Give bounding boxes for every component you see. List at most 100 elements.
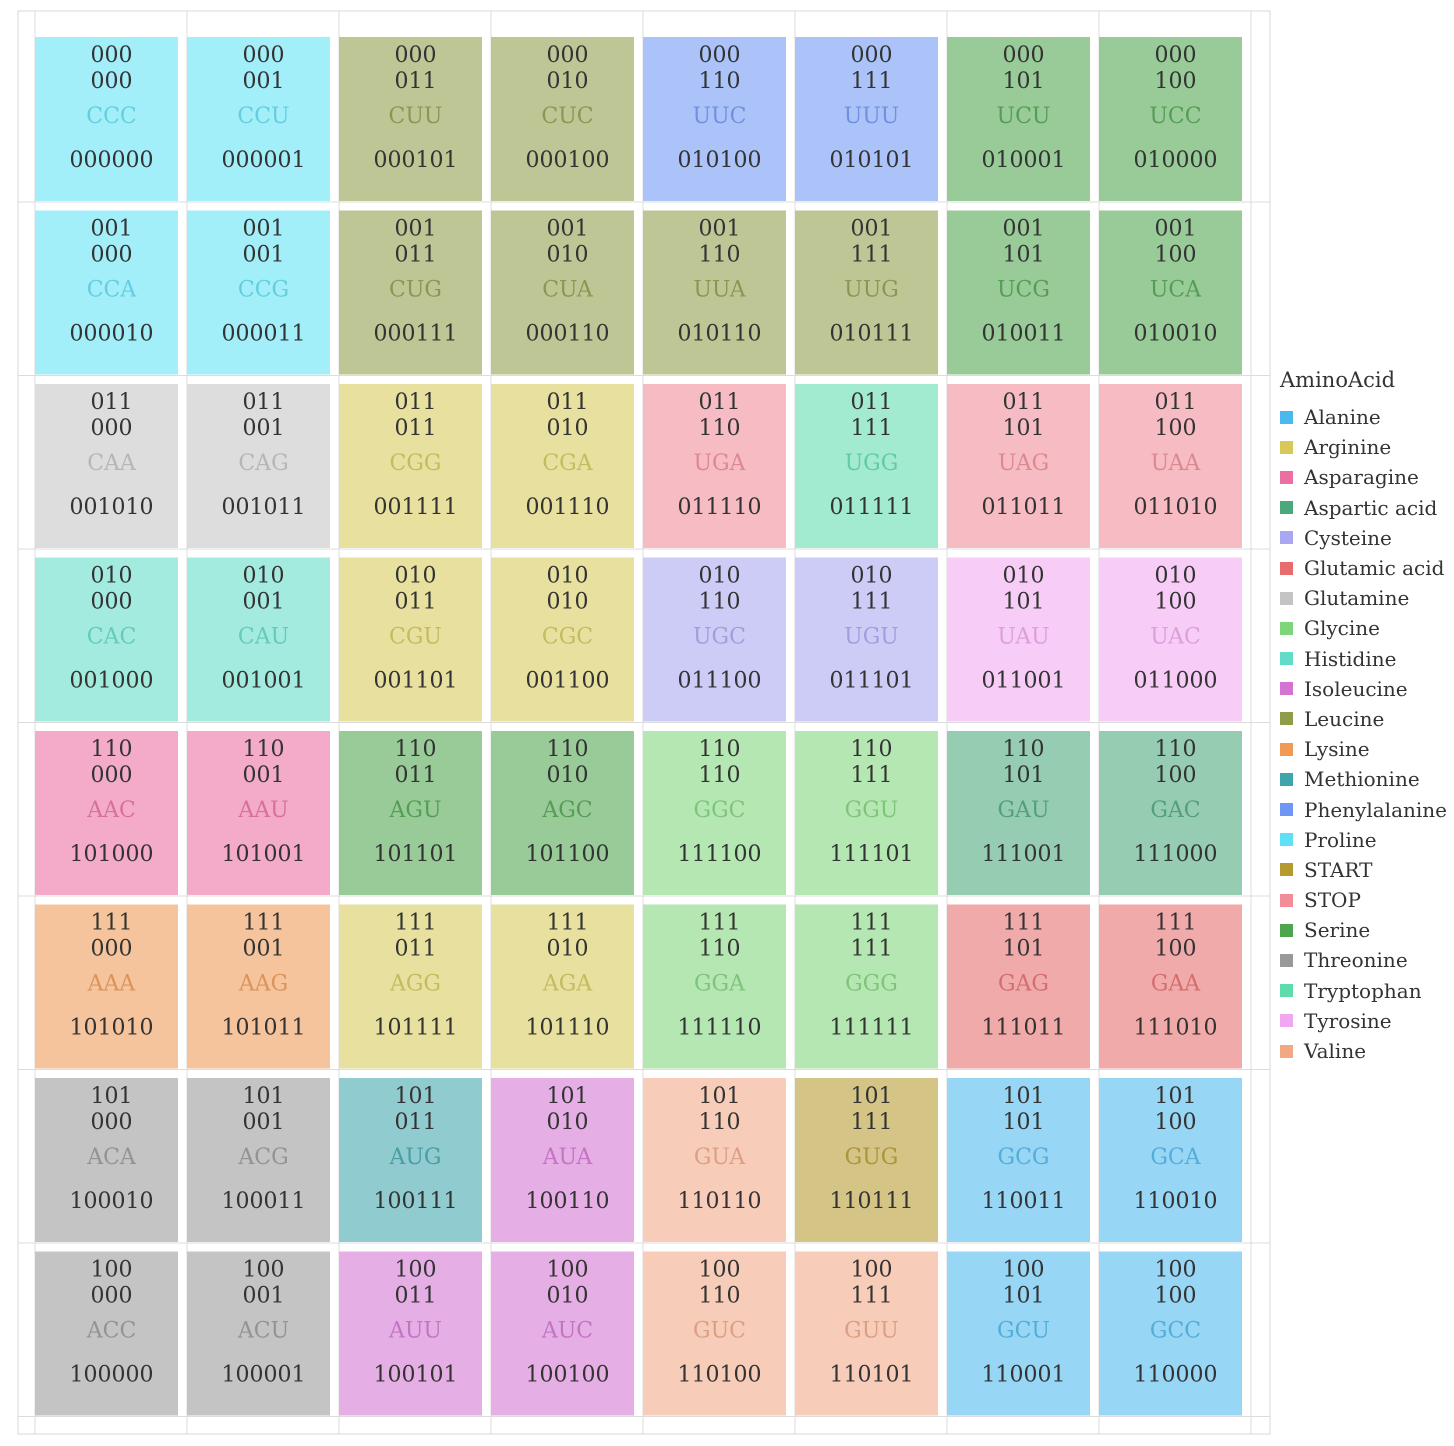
- codon-cell-fill: [491, 1251, 634, 1416]
- binary-label: 001010: [70, 495, 154, 520]
- binary-label: 110010: [1134, 1189, 1218, 1214]
- legend-swatch: [1280, 712, 1293, 726]
- codon-label: GGA: [694, 972, 746, 997]
- legend-item: Tyrosine: [1280, 1006, 1454, 1036]
- codon-label: CAG: [238, 451, 288, 476]
- codon-cell-fill: [643, 37, 786, 201]
- codon-label: UUU: [844, 104, 900, 129]
- codon-label: UGG: [845, 451, 899, 476]
- codon-cell-fill: [795, 210, 938, 375]
- binary-label: 100100: [526, 1363, 610, 1388]
- row-code-label: 010: [395, 564, 437, 589]
- row-code-label: 100: [91, 1258, 133, 1283]
- codon-label: CAC: [87, 625, 137, 650]
- binary-label: 000010: [70, 322, 154, 347]
- codon-cell-fill: [35, 1078, 178, 1242]
- row-code-label: 011: [395, 390, 437, 415]
- codon-grid: 000000CCC000000000001CCU000001000011CUU0…: [17, 10, 1271, 1435]
- legend-label: START: [1304, 857, 1373, 882]
- codon-cell-fill: [1099, 904, 1242, 1069]
- col-code-label: 001: [243, 590, 285, 615]
- col-code-label: 100: [1155, 243, 1197, 268]
- row-code-label: 101: [1155, 1084, 1197, 1109]
- codon-label: UUG: [844, 278, 899, 303]
- col-code-label: 110: [699, 763, 741, 788]
- codon-cell-fill: [35, 37, 178, 201]
- codon-cell: 010101 UAU 011001: [947, 557, 1090, 722]
- codon-label: AUA: [542, 1145, 594, 1170]
- row-code-label: 111: [91, 911, 133, 936]
- col-code-label: 101: [1003, 243, 1045, 268]
- binary-label: 000111: [374, 322, 458, 347]
- codon-cell-fill: [187, 210, 330, 375]
- row-code-label: 101: [395, 1084, 437, 1109]
- codon-cell-fill: [491, 210, 634, 375]
- codon-cell: 011011 CGG 001111: [339, 384, 482, 548]
- row-code-label: 101: [91, 1084, 133, 1109]
- codon-cell-fill: [491, 557, 634, 722]
- col-code-label: 000: [91, 1284, 133, 1309]
- row-code-label: 010: [547, 564, 589, 589]
- row-code-label: 101: [243, 1084, 285, 1109]
- codon-cell-fill: [947, 731, 1090, 895]
- binary-label: 111110: [678, 1016, 762, 1041]
- codon-label: GCG: [998, 1145, 1050, 1170]
- codon-cell: 000000 CCC 000000: [35, 37, 178, 201]
- binary-label: 001101: [374, 669, 458, 694]
- row-code-label: 011: [547, 390, 589, 415]
- row-code-label: 110: [547, 737, 589, 762]
- binary-label: 110100: [678, 1363, 762, 1388]
- codon-cell: 101010 AUA 100110: [491, 1078, 634, 1242]
- codon-cell: 001000 CCA 000010: [35, 210, 178, 375]
- codon-cell: 110111 GGU 111101: [795, 731, 938, 895]
- col-code-label: 110: [699, 590, 741, 615]
- col-code-label: 111: [851, 1110, 893, 1135]
- binary-label: 101110: [526, 1016, 610, 1041]
- codon-cell: 011001 CAG 001011: [187, 384, 330, 548]
- codon-label: AGG: [389, 972, 441, 997]
- codon-label: CUU: [389, 104, 443, 129]
- col-code-label: 011: [395, 763, 437, 788]
- row-code-label: 110: [1003, 737, 1045, 762]
- codon-cell-fill: [1099, 731, 1242, 895]
- col-code-label: 000: [91, 763, 133, 788]
- binary-label: 011011: [982, 495, 1066, 520]
- codon-cell-fill: [947, 1078, 1090, 1242]
- legend-item: Methionine: [1280, 764, 1454, 794]
- row-code-label: 011: [699, 390, 741, 415]
- codon-label: UCG: [997, 278, 1050, 303]
- codon-cell-fill: [643, 210, 786, 375]
- codon-cell-fill: [187, 1078, 330, 1242]
- legend-label: Serine: [1304, 918, 1371, 943]
- legend-label: Alanine: [1304, 405, 1381, 430]
- codon-cell-fill: [187, 731, 330, 895]
- binary-label: 101000: [70, 842, 154, 867]
- col-code-label: 110: [699, 937, 741, 962]
- row-code-label: 001: [1155, 217, 1197, 242]
- row-code-label: 110: [699, 737, 741, 762]
- col-code-label: 000: [91, 937, 133, 962]
- binary-label: 110101: [830, 1363, 914, 1388]
- binary-label: 010000: [1134, 148, 1218, 173]
- binary-label: 100110: [526, 1189, 610, 1214]
- binary-label: 101011: [222, 1016, 306, 1041]
- col-code-label: 010: [547, 243, 589, 268]
- legend-title: AminoAcid: [1280, 368, 1396, 392]
- codon-cell-fill: [795, 557, 938, 722]
- codon-cell: 011101 UAG 011011: [947, 384, 1090, 548]
- row-code-label: 000: [699, 43, 741, 68]
- binary-label: 111011: [982, 1016, 1066, 1041]
- codon-cell-fill: [491, 731, 634, 895]
- codon-label: GAU: [997, 798, 1049, 823]
- codon-cell: 111000 AAA 101010: [35, 904, 178, 1069]
- codon-label: GAC: [1150, 798, 1200, 823]
- codon-cell: 100011 AUU 100101: [339, 1251, 482, 1416]
- binary-label: 101001: [222, 842, 306, 867]
- codon-cell-fill: [339, 210, 482, 375]
- codon-label: CCC: [86, 104, 137, 129]
- codon-label: CGG: [390, 451, 442, 476]
- row-code-label: 001: [851, 217, 893, 242]
- codon-cell: 110001 AAU 101001: [187, 731, 330, 895]
- col-code-label: 101: [1003, 1110, 1045, 1135]
- codon-cell: 101101 GCG 110011: [947, 1078, 1090, 1242]
